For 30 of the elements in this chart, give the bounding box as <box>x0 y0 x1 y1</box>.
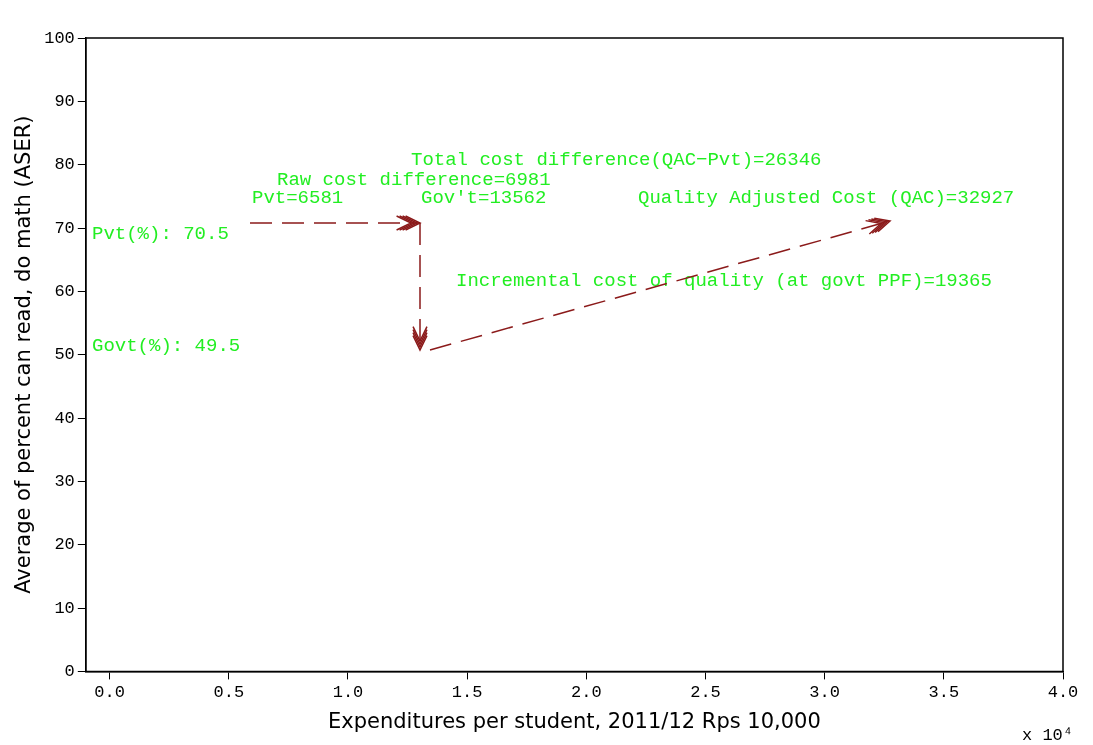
y-tick-label: 10 <box>54 598 75 618</box>
annotation: Incremental cost of quality (at govt PPF)=19365 <box>456 270 992 293</box>
x-tick-label: 3.5 <box>928 683 960 703</box>
x-tick-label: 2.0 <box>571 683 602 703</box>
y-tick-label: 80 <box>54 155 75 175</box>
y-tick-label: 20 <box>54 535 75 555</box>
x-tick-label: 0.5 <box>213 683 245 703</box>
y-tick-label: 40 <box>54 408 75 428</box>
annotation: Pvt(%): 70.5 <box>92 223 229 246</box>
y-tick-label: 100 <box>44 28 75 48</box>
annotation: Gov't=13562 <box>421 187 547 210</box>
annotation: Total cost difference(QAC−Pvt)=26346 <box>411 149 822 172</box>
x-tick-label: 1.5 <box>451 683 483 703</box>
x-axis-title: Expenditures per student, 2011/12 Rps 10,000 <box>328 708 821 733</box>
x-tick-label: 4.0 <box>1047 683 1079 703</box>
y-axis-title: Average of percent can read, do math (ASER) <box>11 115 36 594</box>
y-tick-label: 90 <box>54 91 75 111</box>
y-tick-label: 0 <box>64 661 75 681</box>
text: x 10⁴ <box>1021 725 1073 745</box>
y-tick-label: 60 <box>54 281 75 301</box>
y-tick-label: 50 <box>54 345 75 365</box>
annotation: Pvt=6581 <box>252 187 344 210</box>
annotation: Govt(%): 49.5 <box>92 335 241 358</box>
y-tick-label: 30 <box>54 471 75 491</box>
x-tick-label: 1.0 <box>332 683 364 703</box>
x-tick-label: 3.0 <box>809 683 840 703</box>
y-tick-label: 70 <box>54 218 75 238</box>
x-tick-label: 2.5 <box>690 683 721 703</box>
x-tick-label: 0.0 <box>94 683 125 703</box>
annotation: Quality Adjusted Cost (QAC)=32927 <box>638 187 1015 210</box>
